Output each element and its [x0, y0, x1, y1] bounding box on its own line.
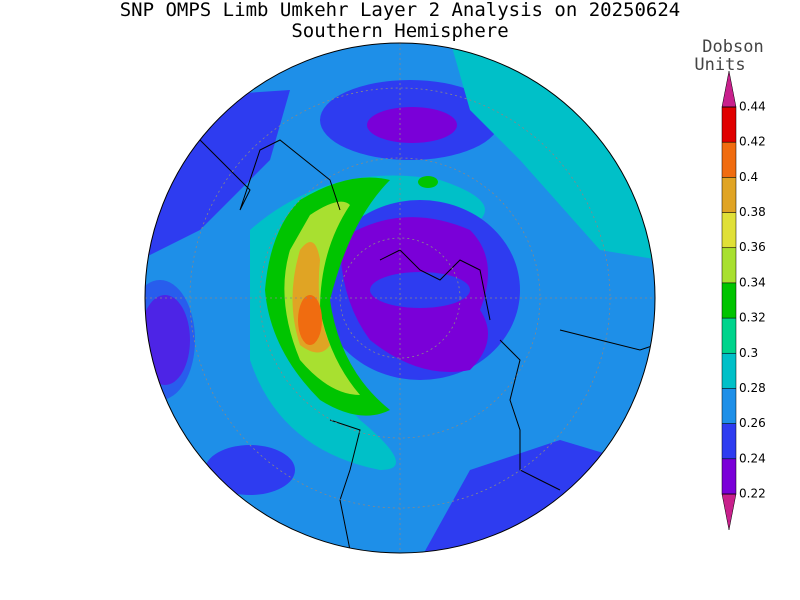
- coastline: [329, 419, 361, 551]
- colorbar-tick-label: 0.3: [739, 346, 758, 360]
- contour-region: [418, 176, 438, 188]
- colorbar-band: [722, 318, 736, 354]
- colorbar-tick-label: 0.24: [739, 451, 766, 465]
- coastline: [199, 139, 341, 211]
- colorbar-label: Units: [694, 55, 745, 75]
- colorbar-tick-label: 0.44: [739, 100, 766, 114]
- contour-region: [298, 295, 322, 345]
- contour-region: [370, 272, 470, 308]
- colorbar-band: [722, 212, 736, 248]
- coastline: [559, 329, 655, 351]
- ozone-map: [145, 43, 655, 553]
- colorbar-tick-label: 0.32: [739, 311, 766, 325]
- contour-region: [367, 107, 457, 143]
- colorbar-tick-label: 0.34: [739, 275, 766, 289]
- colorbar-tick-label: 0.38: [739, 205, 766, 219]
- colorbar-band: [722, 388, 736, 424]
- colorbar-label: Dobson: [702, 37, 763, 57]
- colorbar-band: [722, 423, 736, 459]
- colorbar-extension: [721, 70, 737, 108]
- colorbar-band: [722, 353, 736, 389]
- colorbar-tick-label: 0.36: [739, 240, 766, 254]
- graticule: [145, 43, 655, 553]
- colorbar-tick-label: 0.22: [739, 487, 766, 501]
- colorbar-tick-label: 0.4: [739, 170, 758, 184]
- contour-region: [145, 280, 195, 400]
- colorbar-band: [722, 247, 736, 283]
- colorbar-tick-label: 0.42: [739, 135, 766, 149]
- colorbar-band: [722, 458, 736, 494]
- colorbar-band: [722, 142, 736, 178]
- coastline: [499, 339, 561, 491]
- subtitle: Southern Hemisphere: [291, 20, 508, 42]
- colorbar-extension: [721, 493, 737, 531]
- colorbar-band: [722, 177, 736, 213]
- contour-region: [205, 445, 295, 495]
- title: SNP OMPS Limb Umkehr Layer 2 Analysis on…: [120, 0, 681, 21]
- colorbar-band: [722, 107, 736, 143]
- colorbar-tick-label: 0.26: [739, 416, 766, 430]
- map-border: [144, 42, 656, 554]
- colorbar-band: [722, 282, 736, 319]
- colorbar-tick-label: 0.28: [739, 381, 766, 395]
- contour-region: [265, 177, 390, 416]
